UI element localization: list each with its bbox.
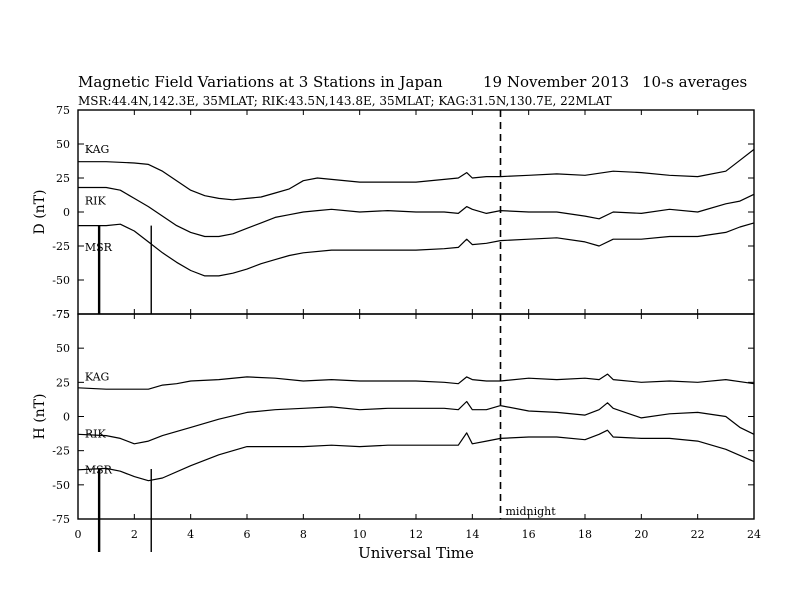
series-label-rik: RIK	[85, 428, 107, 441]
y-tick-label: -50	[52, 479, 70, 492]
chart-title: Magnetic Field Variations at 3 Stations …	[78, 73, 443, 91]
x-tick-label: 0	[75, 528, 82, 541]
series-line-msr	[77, 429, 755, 482]
x-tick-label: 12	[409, 528, 423, 541]
x-tick-label: 4	[187, 528, 194, 541]
station-coordinates: MSR:44.4N,142.3E, 35MLAT; RIK:43.5N,143.…	[78, 94, 612, 108]
y-tick-label: 75	[56, 308, 70, 321]
midnight-label: midnight	[506, 505, 557, 518]
x-axis-label: Universal Time	[358, 544, 474, 562]
series-label-rik: RIK	[85, 195, 107, 208]
series-label-kag: KAG	[85, 370, 110, 383]
x-tick-label: 16	[522, 528, 536, 541]
y-tick-label: 50	[56, 138, 70, 151]
x-tick-label: 22	[691, 528, 705, 541]
y-tick-label: 0	[63, 411, 70, 424]
y-tick-label: -75	[52, 513, 70, 526]
chart-averaging: 10-s averages	[642, 73, 748, 91]
x-tick-label: 10	[353, 528, 367, 541]
series-line-rik	[78, 186, 755, 238]
series-label-kag: KAG	[85, 143, 110, 156]
y-tick-label: -50	[52, 274, 70, 287]
x-tick-label: 18	[578, 528, 592, 541]
x-tick-label: 20	[634, 528, 648, 541]
x-tick-label: 6	[244, 528, 251, 541]
y-tick-label: 75	[56, 104, 70, 117]
y-axis-label: D (nT)	[32, 190, 48, 235]
x-tick-label: 2	[131, 528, 138, 541]
series-line-kag	[78, 148, 755, 201]
series-line-kag	[77, 373, 755, 390]
y-tick-label: -25	[52, 240, 70, 253]
y-axis-label: H (nT)	[32, 394, 48, 440]
y-tick-label: -25	[52, 445, 70, 458]
y-tick-label: 0	[63, 206, 70, 219]
x-tick-label: 24	[747, 528, 761, 541]
y-tick-label: 25	[56, 376, 70, 389]
series-line-msr	[78, 222, 755, 277]
y-tick-label: 25	[56, 172, 70, 185]
series-line-rik	[77, 400, 755, 445]
y-tick-label: -75	[52, 308, 70, 321]
x-tick-label: 14	[465, 528, 479, 541]
x-tick-label: 8	[300, 528, 307, 541]
y-tick-label: 50	[56, 342, 70, 355]
chart-date: 19 November 2013	[483, 73, 630, 91]
